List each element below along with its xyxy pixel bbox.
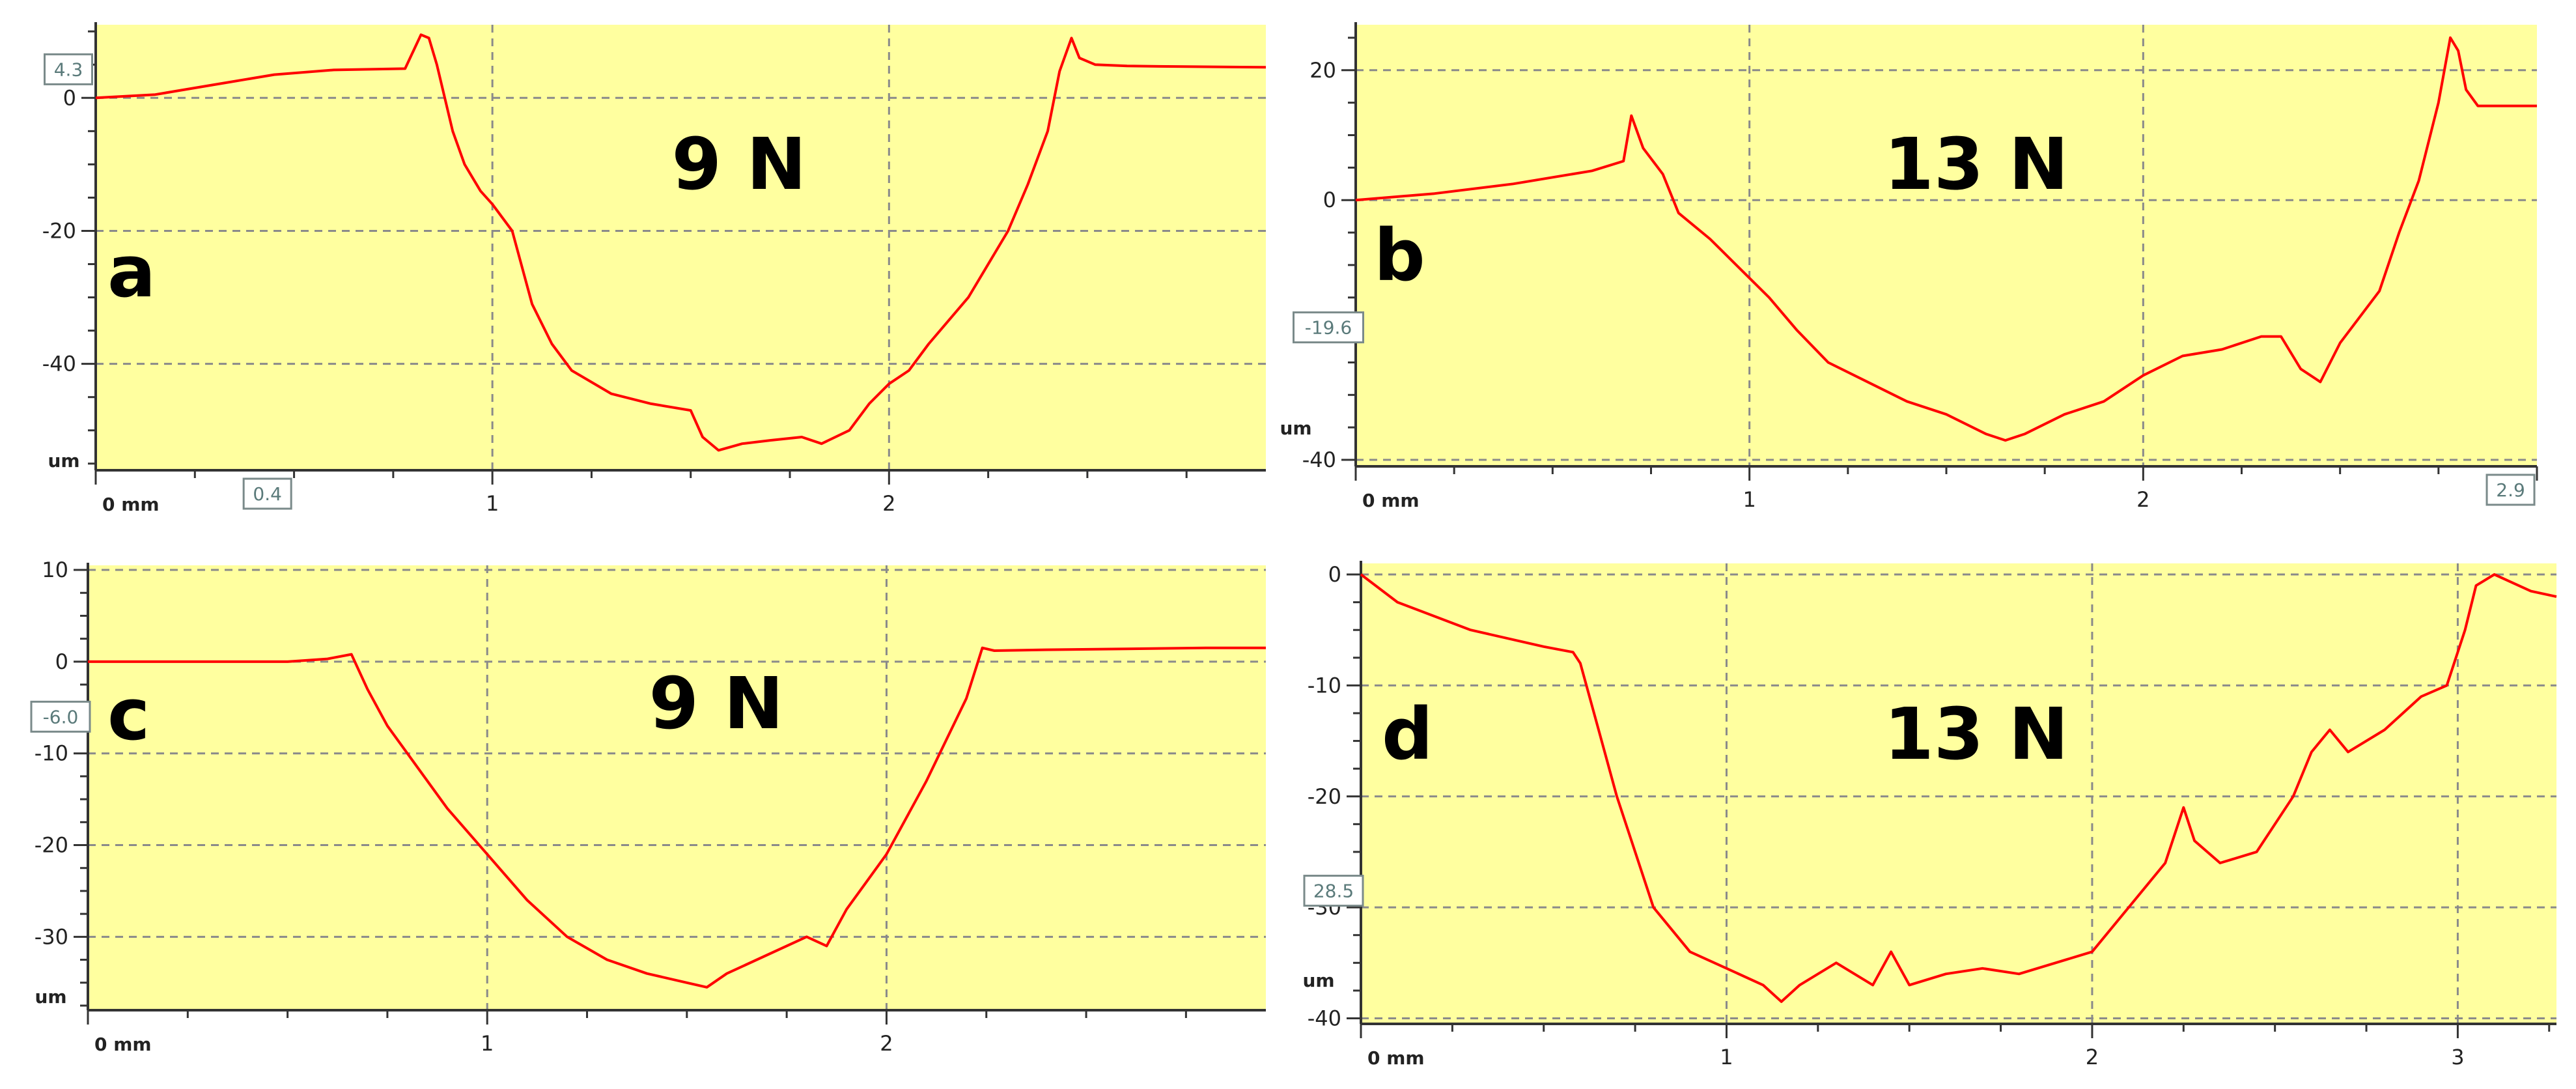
panel-letter: d: [1382, 692, 1433, 776]
y-tick-label: 0: [63, 85, 76, 110]
load-annotation: 9 N: [672, 122, 807, 206]
y-tick-label: -30: [35, 924, 68, 949]
panel-letter: a: [107, 230, 156, 313]
x-unit-label: 0 mm: [1367, 1047, 1425, 1069]
x-tick-label: 1: [1743, 487, 1756, 512]
load-annotation: 13 N: [1884, 122, 2068, 206]
x-tick-label: 2: [2086, 1045, 2099, 1069]
profile-trace: [88, 646, 1266, 989]
y-tick-label: -40: [1302, 447, 1336, 472]
cursor-readout-value: 28.5: [1313, 881, 1354, 902]
load-annotation: 13 N: [1884, 692, 2068, 776]
x-tick-label: 1: [481, 1031, 494, 1056]
cursor-readout-box: [2485, 474, 2536, 506]
cursor-readout-box: [1303, 875, 1364, 907]
y-tick-label: -20: [42, 218, 76, 243]
y-tick-label: -10: [1308, 673, 1341, 698]
profile-trace: [95, 33, 1267, 452]
panel-a-chart: 0 -20 -40 1 2 0 mm um 4.3 0.4 a 9 N: [42, 22, 1267, 516]
y-tick-label: 10: [42, 558, 68, 582]
panel-b-chart: 20 0 -40 1 2 0 mm um -19.6 2.9 b 13 N: [1280, 22, 2538, 512]
y-tick-label: 20: [1309, 58, 1336, 83]
x-tick-label: 2: [880, 1031, 893, 1056]
y-unit-label: um: [1302, 970, 1334, 991]
grid: [88, 565, 1266, 1010]
y-tick-label: -10: [35, 741, 68, 766]
grid: [96, 25, 1266, 470]
cursor-readout-box: [1293, 311, 1364, 344]
cursor-readout-value: 4.3: [54, 59, 83, 80]
cursor-readout-box: [44, 53, 93, 85]
y-tick-label: -20: [35, 833, 68, 858]
cursor-readout-value: 0.4: [253, 483, 282, 505]
y-unit-label: um: [1280, 417, 1311, 439]
cursor-readout-box: [242, 477, 292, 510]
cursor-readout-value: 2.9: [2496, 479, 2525, 501]
grid: [1356, 25, 2537, 466]
x-unit-label: 0 mm: [102, 494, 160, 515]
plot-background: [96, 25, 1266, 470]
plot-background: [88, 565, 1266, 1010]
y-tick-label: 0: [1328, 562, 1341, 587]
x-tick-label: 2: [2136, 487, 2149, 512]
y-tick-label: 0: [55, 649, 68, 674]
y-unit-label: um: [48, 450, 79, 472]
cursor-readout-value: -6.0: [43, 706, 79, 728]
y-tick-label: -40: [1308, 1006, 1341, 1030]
load-annotation: 9 N: [649, 662, 784, 745]
cursor-readout-value: -19.6: [1305, 317, 1352, 339]
y-tick-label: -20: [1308, 784, 1341, 809]
x-tick-label: 2: [882, 491, 895, 516]
x-unit-label: 0 mm: [94, 1034, 152, 1055]
x-tick-label: 1: [1720, 1045, 1733, 1069]
y-tick-label: 0: [1323, 188, 1336, 212]
plot-background: [1356, 25, 2537, 466]
x-tick-label: 3: [2451, 1045, 2464, 1069]
y-unit-label: um: [35, 986, 66, 1008]
profile-trace: [1355, 36, 2537, 442]
panel-c-chart: 10 0 -10 -20 -30 1 2 0 mm um -6.0 c 9 N: [30, 558, 1266, 1056]
grid: [1361, 563, 2556, 1024]
cursor-readout-box: [30, 700, 91, 733]
x-tick-label: 1: [486, 491, 499, 516]
y-tick-label: -40: [42, 352, 76, 376]
panel-letter: c: [107, 673, 150, 756]
profile-trace: [1360, 573, 2557, 1003]
panel-letter: b: [1374, 214, 1425, 297]
x-unit-label: 0 mm: [1362, 490, 1420, 511]
plot-background: [1361, 563, 2556, 1024]
